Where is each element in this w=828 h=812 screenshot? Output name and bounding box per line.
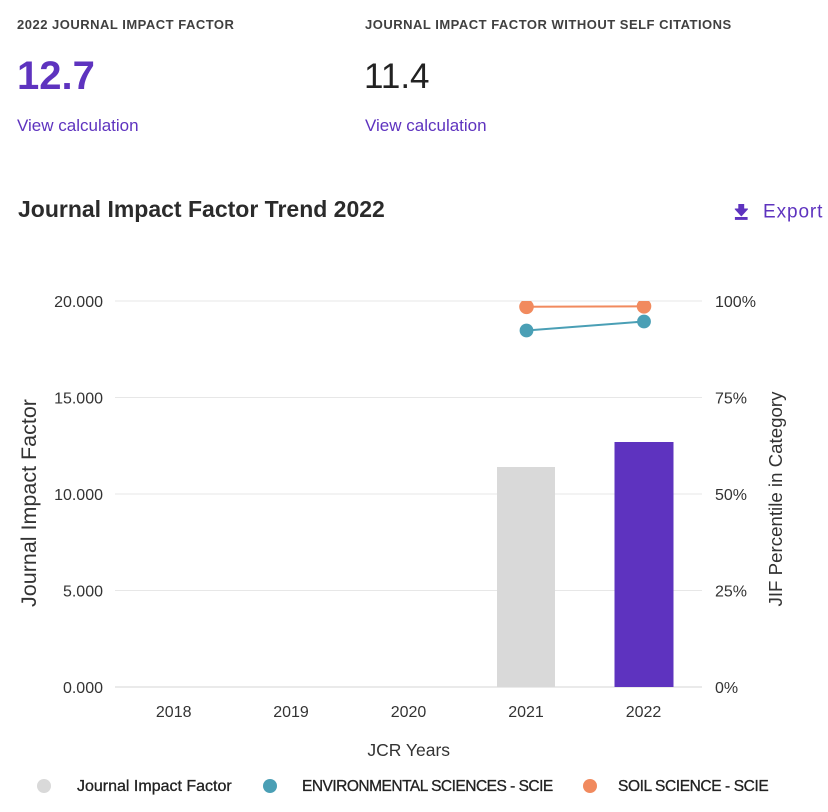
svg-text:10.000: 10.000 [54,487,103,504]
svg-text:75%: 75% [715,391,747,408]
svg-text:0%: 0% [715,680,738,697]
svg-text:0.000: 0.000 [63,680,103,697]
svg-text:2020: 2020 [391,704,427,721]
svg-text:2019: 2019 [273,704,309,721]
svg-text:Journal Impact Factor: Journal Impact Factor [17,399,41,607]
svg-text:2021: 2021 [508,704,544,721]
svg-text:2022: 2022 [626,704,662,721]
svg-text:50%: 50% [715,487,747,504]
svg-text:SOIL SCIENCE - SCIE: SOIL SCIENCE - SCIE [618,778,768,795]
svg-text:20.000: 20.000 [54,294,103,311]
svg-text:5.000: 5.000 [63,584,103,601]
svg-text:Export: Export [763,202,823,223]
svg-text:25%: 25% [715,584,747,601]
svg-text:JCR Years: JCR Years [367,740,450,760]
svg-text:15.000: 15.000 [54,391,103,408]
svg-text:ENVIRONMENTAL SCIENCES - SCIE: ENVIRONMENTAL SCIENCES - SCIE [302,778,553,795]
svg-text:2018: 2018 [156,704,192,721]
svg-text:100%: 100% [715,294,756,311]
svg-text:Journal Impact Factor: Journal Impact Factor [77,778,232,795]
svg-text:JIF Percentile in Category: JIF Percentile in Category [765,391,786,607]
